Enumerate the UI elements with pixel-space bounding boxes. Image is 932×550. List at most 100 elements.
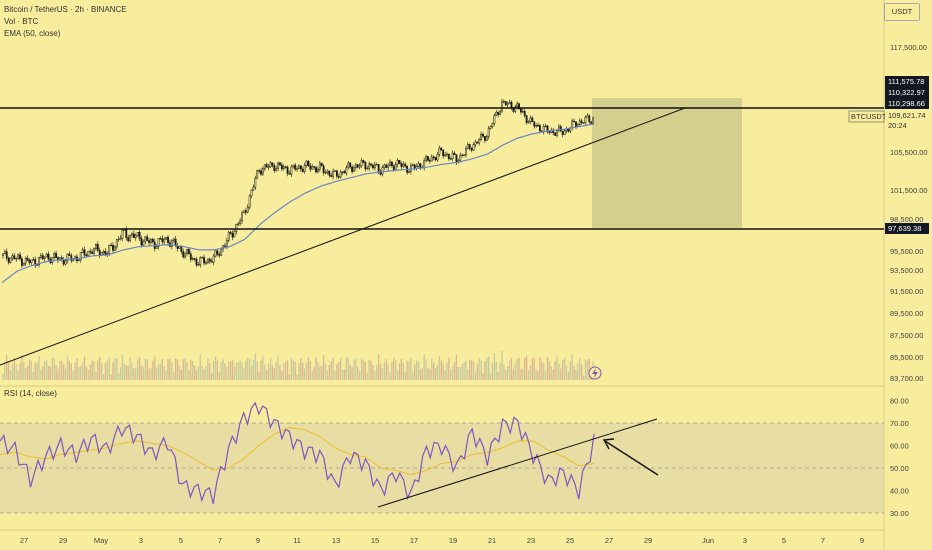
- volume-bar: [212, 360, 215, 380]
- candle: [77, 259, 80, 262]
- time-tick-label: 3: [743, 536, 747, 545]
- legend-symbol[interactable]: Bitcoin / TetherUS · 2h · BINANCE: [4, 5, 127, 14]
- legend-volume[interactable]: Vol · BTC: [4, 17, 39, 26]
- time-tick-label: 9: [860, 536, 864, 545]
- price-tick-label: 83,700.00: [890, 374, 923, 383]
- candle: [182, 251, 185, 258]
- rsi-axis[interactable]: 80.00 70.00 60.00 50.00 40.00 30.00: [890, 397, 909, 519]
- candle: [561, 130, 564, 136]
- candle: [370, 163, 372, 166]
- price-trendline[interactable]: [0, 107, 686, 366]
- volume-bar: [406, 360, 408, 380]
- volume-bar: [228, 361, 230, 380]
- volume-bar: [6, 355, 8, 380]
- candle: [21, 258, 23, 266]
- volume-bar: [379, 363, 382, 380]
- price-tick-label: 91,500.00: [890, 287, 923, 296]
- volume-bar: [243, 368, 245, 380]
- volume-bar: [233, 366, 236, 380]
- candle: [138, 231, 141, 239]
- rsi-legend[interactable]: RSI (14, close): [4, 388, 57, 400]
- price-tick-label: 93,500.00: [890, 266, 923, 275]
- candle: [95, 244, 97, 249]
- candle: [155, 246, 158, 249]
- candle: [411, 164, 414, 166]
- candle: [9, 257, 12, 263]
- volume-bar: [567, 371, 570, 380]
- volume-bar: [322, 355, 325, 380]
- volume-bar: [81, 362, 84, 380]
- arrow-annotation[interactable]: [602, 438, 659, 476]
- candle: [3, 251, 6, 254]
- volume-bar: [516, 358, 518, 380]
- volume-bar: [429, 368, 431, 380]
- candle: [502, 101, 505, 103]
- volume-bar: [25, 368, 27, 380]
- volume-bar: [76, 358, 78, 380]
- candle: [91, 251, 94, 254]
- volume-bar: [461, 364, 463, 380]
- time-tick-label: May: [94, 536, 108, 545]
- volume-bar: [218, 372, 220, 380]
- volume-bar: [537, 370, 539, 380]
- volume-bar: [264, 364, 266, 380]
- volume-bar: [474, 371, 477, 380]
- candle: [542, 126, 545, 133]
- volume-bar: [283, 363, 285, 380]
- candle: [347, 162, 350, 169]
- legend-ema[interactable]: EMA (50, close): [4, 29, 61, 38]
- volume-bar: [104, 362, 107, 380]
- candle: [372, 165, 374, 169]
- price-axis[interactable]: 117,500.00105,500.00101,500.0098,500.009…: [890, 43, 928, 383]
- volume-bar: [410, 358, 412, 380]
- volume-bar: [434, 368, 437, 380]
- candle: [483, 136, 486, 141]
- candle: [239, 220, 242, 225]
- candle: [38, 257, 40, 266]
- volume-bar: [309, 361, 311, 380]
- currency-button[interactable]: USDT: [884, 3, 920, 21]
- candle: [493, 115, 496, 124]
- candle: [117, 238, 120, 241]
- volume-bar: [93, 361, 95, 380]
- volume-bar: [465, 360, 467, 380]
- volume-bar: [135, 367, 137, 380]
- volume-bar: [190, 359, 192, 380]
- volume-bar: [359, 371, 361, 380]
- volume-bar: [148, 368, 150, 380]
- legend-rsi[interactable]: RSI (14, close): [4, 389, 57, 398]
- lightning-icon[interactable]: [588, 366, 602, 380]
- volume-bar: [489, 373, 492, 380]
- candle: [373, 164, 376, 169]
- candle: [592, 118, 594, 124]
- volume-bar: [421, 368, 423, 380]
- candle: [375, 164, 378, 166]
- volume-bar: [15, 364, 17, 380]
- candle: [224, 245, 226, 247]
- candle: [328, 170, 331, 176]
- time-axis[interactable]: 27 29 May 3 5 7 9 11 13 15 17 19 21 23 25 27 29 Jun 3 5 7 9: [20, 536, 864, 545]
- volume-bar: [548, 361, 551, 380]
- volume-bar: [144, 358, 146, 380]
- candle: [389, 161, 391, 166]
- candle: [582, 122, 585, 124]
- candle: [520, 108, 522, 113]
- candle: [123, 229, 126, 231]
- candle: [345, 167, 348, 174]
- candle: [248, 195, 251, 208]
- volume-bar: [488, 356, 490, 380]
- candle: [315, 167, 317, 173]
- volume-bar: [252, 360, 255, 380]
- candle: [463, 154, 465, 157]
- candle: [453, 152, 456, 155]
- volume-bar: [459, 367, 461, 380]
- candle: [459, 154, 462, 162]
- candle: [140, 238, 143, 246]
- volume-bar: [451, 366, 454, 380]
- candle: [174, 238, 177, 246]
- price-tick-label: 101,500.00: [890, 186, 928, 195]
- target-box[interactable]: [592, 98, 742, 228]
- candle: [254, 178, 257, 188]
- rsi-trendline[interactable]: [377, 418, 658, 508]
